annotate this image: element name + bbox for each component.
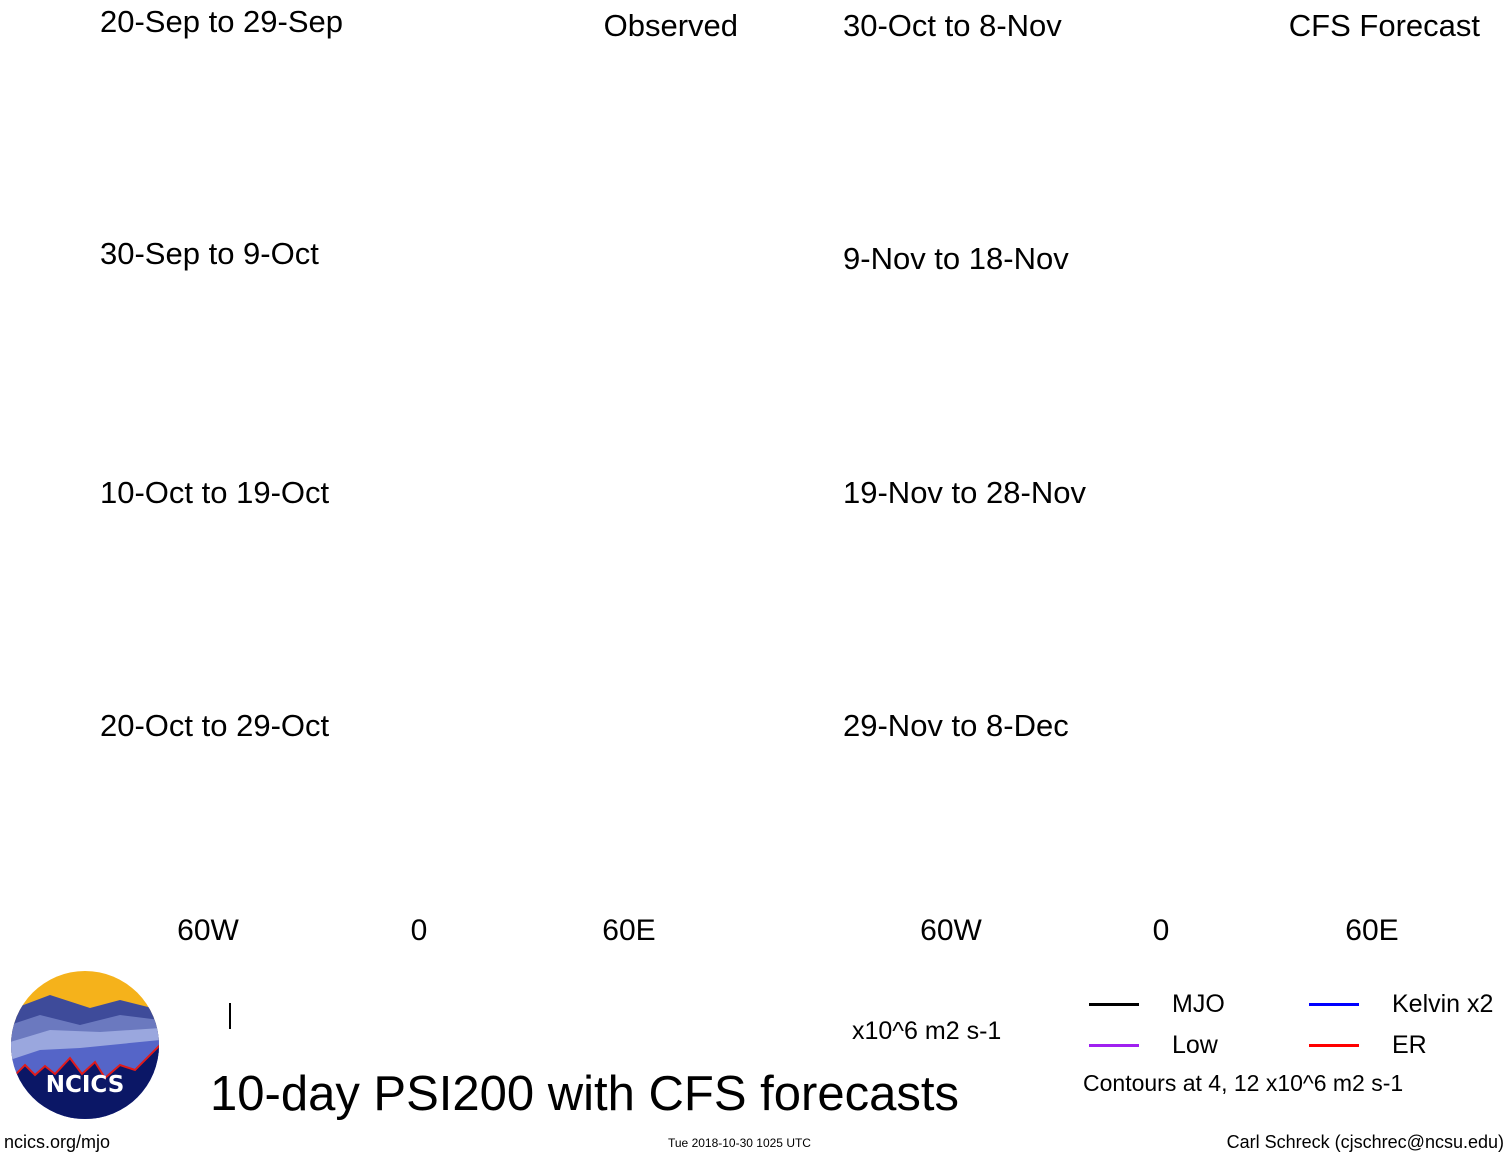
- author-credit: Carl Schreck (cjschrec@ncsu.edu): [1226, 1132, 1504, 1152]
- ncics-logo: NCICS: [11, 971, 159, 1119]
- map-panel-obs-1: [101, 44, 738, 186]
- map-panel-fcst-4: [844, 745, 1481, 887]
- legend-low-label: Low: [1172, 1031, 1218, 1059]
- observed-label: Observed: [603, 8, 738, 43]
- lon-label-60w-left: 60W: [177, 914, 239, 947]
- legend-low-line: [1089, 1044, 1139, 1047]
- contours-note: Contours at 4, 12 x10^6 m2 s-1: [1083, 1070, 1404, 1096]
- source-url: ncics.org/mjo: [4, 1132, 111, 1152]
- panel-title-fcst-3: 19-Nov to 28-Nov: [843, 475, 1086, 510]
- panel-title-fcst-2: 9-Nov to 18-Nov: [843, 241, 1069, 276]
- legend-kelvin-line: [1309, 1003, 1359, 1006]
- legend-mjo-line: [1089, 1003, 1139, 1006]
- colorbar-units: x10^6 m2 s-1: [852, 1017, 1002, 1045]
- panel-title-fcst-1: 30-Oct to 8-Nov: [843, 8, 1062, 43]
- panel-title-fcst-4: 29-Nov to 8-Dec: [843, 708, 1069, 743]
- lon-label-60w-right: 60W: [920, 914, 982, 947]
- lon-label-60e-left: 60E: [602, 914, 656, 947]
- lon-label-0-right: 0: [1152, 914, 1170, 947]
- panel-title-obs-3: 10-Oct to 19-Oct: [100, 475, 330, 510]
- map-panel-obs-2: [101, 278, 738, 420]
- panel-title-obs-4: 20-Oct to 29-Oct: [100, 708, 330, 743]
- map-panel-obs-3: [101, 512, 738, 654]
- map-panel-obs-4: [101, 745, 738, 887]
- logo-text: NCICS: [46, 1072, 125, 1098]
- map-panel-fcst-2: [844, 278, 1481, 420]
- cfs-forecast-label: CFS Forecast: [1288, 8, 1480, 43]
- colorbar: [229, 1003, 231, 1029]
- map-panel-fcst-1: [844, 44, 1481, 186]
- legend-er-line: [1309, 1044, 1359, 1047]
- main-title: 10-day PSI200 with CFS forecasts: [210, 1067, 959, 1121]
- legend-er-label: ER: [1392, 1031, 1427, 1059]
- panel-title-obs-2: 30-Sep to 9-Oct: [100, 236, 319, 271]
- timestamp: Tue 2018-10-30 1025 UTC: [668, 1136, 811, 1150]
- panel-title-obs-1: 20-Sep to 29-Sep: [100, 4, 344, 39]
- legend-kelvin-label: Kelvin x2: [1392, 990, 1494, 1018]
- lon-label-0-left: 0: [410, 914, 428, 947]
- map-panel-fcst-3: [844, 512, 1481, 654]
- legend-mjo-label: MJO: [1172, 990, 1225, 1018]
- lon-label-60e-right: 60E: [1345, 914, 1399, 947]
